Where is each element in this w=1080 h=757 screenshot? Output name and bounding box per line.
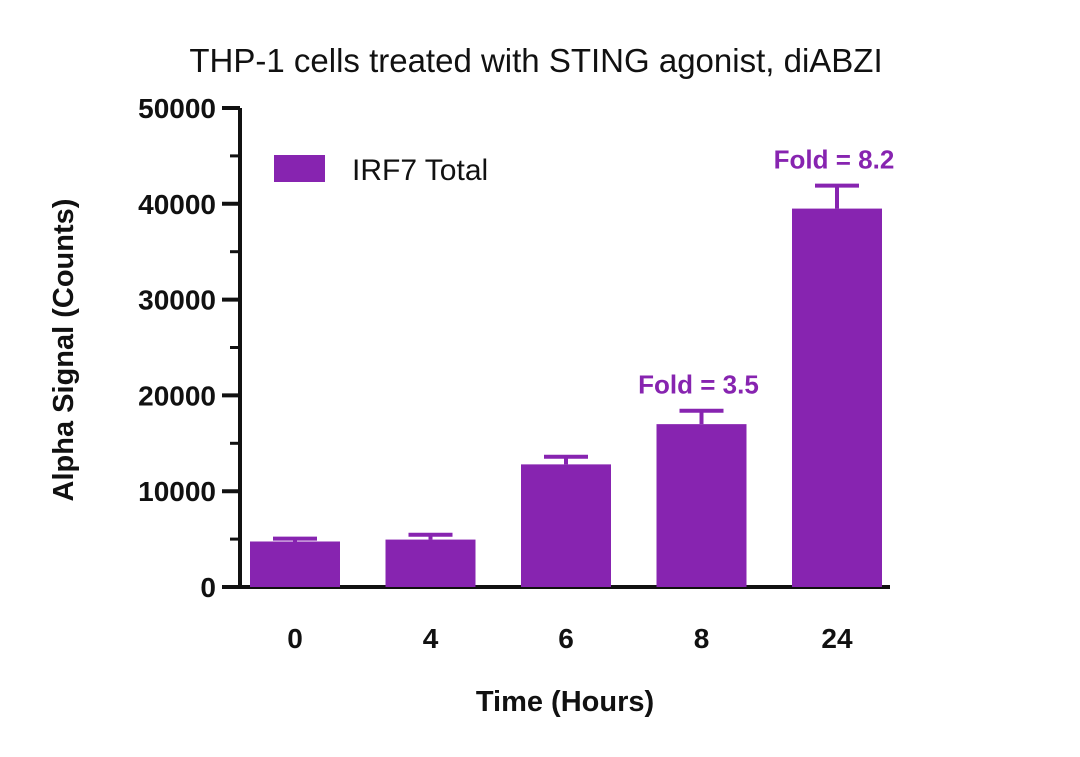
y-tick-label: 40000 (138, 189, 216, 220)
x-tick-label: 6 (558, 623, 574, 654)
bar-0 (250, 541, 340, 587)
y-tick-label: 10000 (138, 476, 216, 507)
plot-area: 0 10000 20000 30000 40000 50000 0 4 6 8 24 Fold = 3… (138, 93, 894, 654)
x-axis-label: Time (Hours) (476, 686, 654, 718)
bar-6 (521, 464, 611, 587)
x-tick-label: 24 (821, 623, 853, 654)
annotation-fold-8: Fold = 3.5 (638, 370, 759, 400)
legend-swatch (274, 155, 325, 182)
bar-8 (656, 424, 747, 587)
x-tick-label: 8 (694, 623, 710, 654)
bar-4 (385, 539, 476, 587)
x-tick-label: 0 (287, 623, 303, 654)
bar-24 (792, 208, 882, 587)
chart-title: THP-1 cells treated with STING agonist, … (189, 42, 882, 79)
legend: IRF7 Total (274, 154, 488, 187)
legend-label: IRF7 Total (352, 154, 488, 187)
y-tick-label: 30000 (138, 285, 216, 316)
y-tick-label: 50000 (138, 93, 216, 124)
y-tick-label: 0 (200, 572, 216, 603)
annotation-fold-24: Fold = 8.2 (774, 145, 895, 175)
y-axis-label: Alpha Signal (Counts) (48, 199, 80, 502)
x-tick-label: 4 (423, 623, 439, 654)
y-tick-label: 20000 (138, 380, 216, 411)
